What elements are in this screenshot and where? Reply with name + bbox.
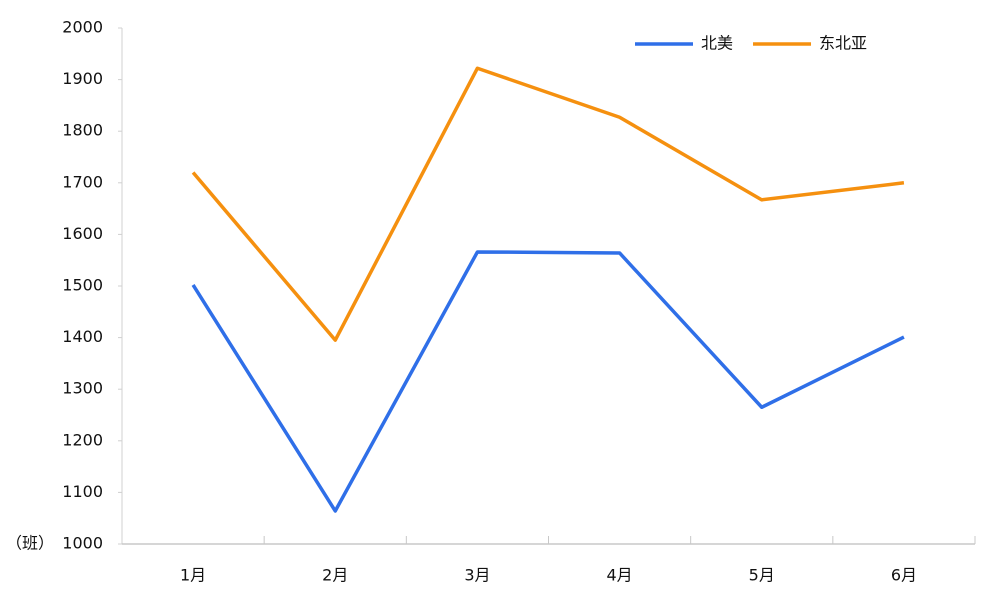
legend-label: 北美 (701, 34, 733, 53)
y-tick-label: 1100 (62, 482, 103, 501)
series-line (191, 250, 905, 513)
x-tick-label: 5月 (749, 566, 775, 585)
y-tick-label: 1200 (62, 430, 103, 449)
y-tick-label: 1400 (62, 327, 103, 346)
y-tick-label: 1800 (62, 121, 103, 140)
y-tick-label: 1600 (62, 224, 103, 243)
y-tick-label: 1500 (62, 276, 103, 295)
legend-label: 东北亚 (819, 34, 867, 53)
y-tick-label: 1300 (62, 379, 103, 398)
y-tick-label: 1700 (62, 172, 103, 191)
x-tick-label: 1月 (180, 566, 206, 585)
x-tick-label: 6月 (891, 566, 917, 585)
y-tick-label: 1000 (62, 534, 103, 553)
y-tick-label: 2000 (62, 18, 103, 37)
series-line (191, 66, 905, 342)
x-tick-label: 3月 (464, 566, 490, 585)
x-tick-label: 4月 (606, 566, 632, 585)
y-tick-label: 1900 (62, 69, 103, 88)
y-axis-label: （班） (6, 534, 54, 553)
x-tick-label: 2月 (322, 566, 348, 585)
